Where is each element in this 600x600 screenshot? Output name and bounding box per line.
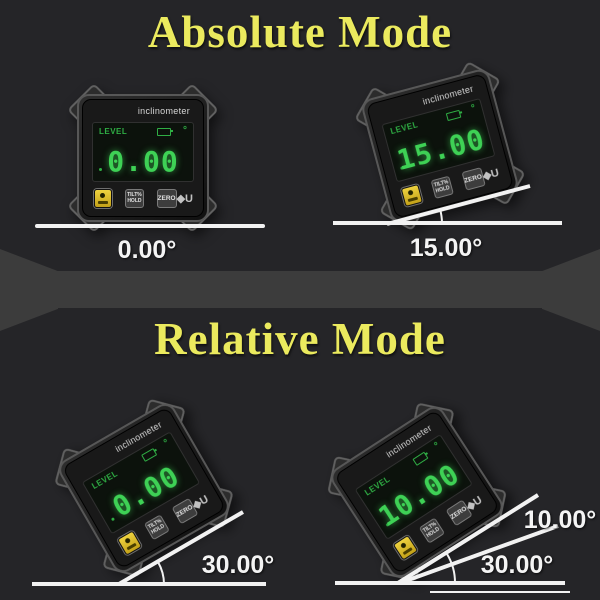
battery-icon (412, 451, 429, 466)
device-body: inclinometer LEVEL ° 0.00 TILT% HOLD ZER… (77, 94, 209, 222)
lcd-reading: 0.00 (107, 145, 179, 178)
zero-button-label: ZERO (157, 194, 176, 202)
ground-line (35, 224, 265, 228)
tilt-hold-button-label-top: TILT% (127, 191, 142, 198)
angle-label-absolute-left: 0.00° (117, 236, 177, 264)
button-row: TILT% HOLD ZERO ◆U (94, 188, 193, 208)
degree-indicator: ° (162, 437, 172, 449)
angle-label-relative-left: 30.00° (201, 551, 275, 579)
angle-label-relative-right-delta: 10.00° (523, 506, 597, 534)
angle-figure-30deg (32, 510, 266, 586)
tilt-hold-button: TILT% HOLD (125, 188, 144, 208)
absolute-mode-title: Absolute Mode (147, 7, 453, 57)
inclinometer-device-absolute-flat: inclinometer LEVEL ° 0.00 TILT% HOLD ZER… (67, 83, 219, 233)
tilt-hold-button-label-bottom: HOLD (127, 198, 142, 204)
level-label: LEVEL (99, 127, 128, 136)
lcd-screen: LEVEL ° 0.00 (92, 122, 194, 182)
level-label: LEVEL (90, 469, 120, 491)
device-brand-label: inclinometer (137, 106, 190, 116)
power-button (94, 188, 113, 208)
degree-indicator: ° (470, 102, 477, 115)
angle-label-relative-right-base: 30.00° (480, 551, 554, 579)
relative-mode-title: Relative Mode (154, 314, 446, 364)
section-divider (0, 271, 600, 308)
battery-icon (445, 109, 462, 122)
lcd-dot (99, 168, 102, 171)
level-label: LEVEL (389, 120, 420, 137)
device-face: inclinometer LEVEL ° 0.00 TILT% HOLD ZER… (82, 99, 204, 217)
degree-indicator: ° (183, 125, 187, 136)
zero-button: ZERO (156, 188, 177, 208)
degree-indicator: ° (432, 440, 442, 452)
battery-icon (157, 128, 173, 136)
angle-label-absolute-right: 15.00° (409, 234, 483, 262)
angle-figure-30-plus-10deg (335, 493, 570, 593)
angle-figure-15deg (333, 184, 562, 226)
brand-logo-icon: ◆U (176, 192, 193, 205)
battery-icon (141, 448, 158, 462)
